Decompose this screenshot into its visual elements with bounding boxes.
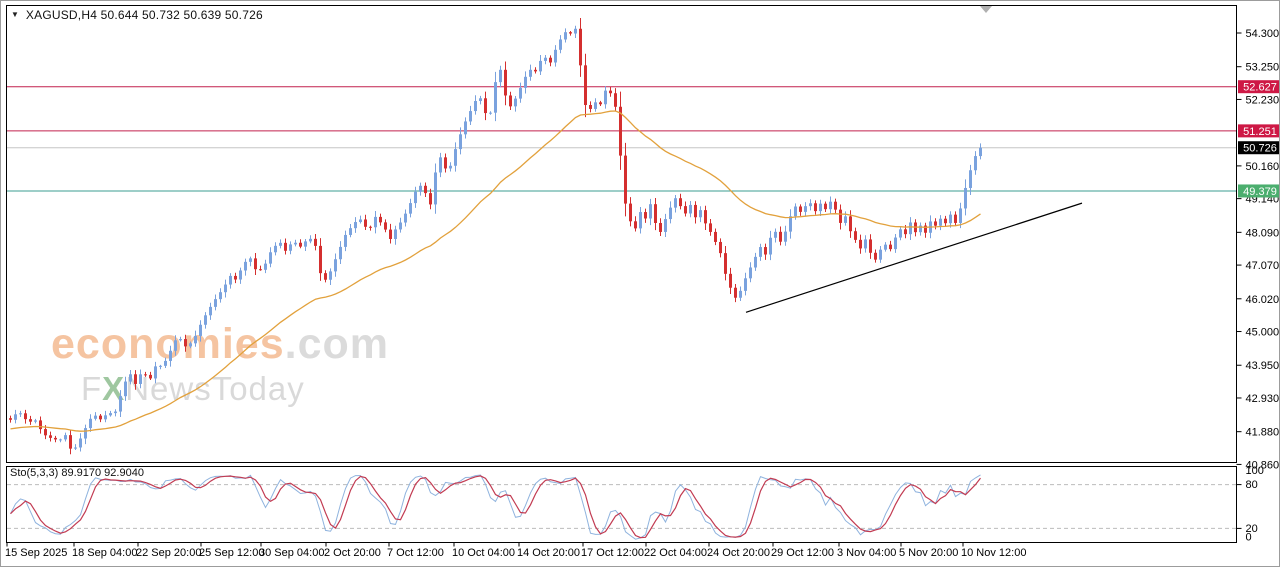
stochastic-k-line xyxy=(10,474,981,540)
svg-text:52.627: 52.627 xyxy=(1243,82,1277,94)
chart-title-row: ▼ XAGUSD,H4 50.644 50.732 50.639 50.726 xyxy=(11,8,263,22)
price-badge-50.726: 50.726 xyxy=(1238,141,1279,155)
time-axis-label: 15 Sep 2025 xyxy=(5,547,67,559)
time-axis-label: 25 Sep 12:00 xyxy=(199,547,264,559)
time-axis-label: 5 Nov 20:00 xyxy=(899,547,958,559)
price-axis-label: 43.950 xyxy=(1246,360,1280,372)
price-axis-label: 47.070 xyxy=(1246,260,1280,272)
symbol-dropdown-icon[interactable]: ▼ xyxy=(11,10,19,19)
stochastic-axis: 100 80 200 xyxy=(1236,465,1264,544)
price-axis: 54.30053.25052.23050.16049.14048.09047.0… xyxy=(1236,28,1280,471)
watermark-brand: economies.com xyxy=(51,323,389,366)
price-axis-label: 41.880 xyxy=(1246,427,1280,439)
stochastic-axis-label: 100 xyxy=(1246,465,1264,477)
moving-average-line xyxy=(10,110,981,432)
stochastic-indicator-label: Sto(5,3,3) 89.9170 92.9040 xyxy=(10,467,144,479)
time-axis-label: 18 Sep 04:00 xyxy=(72,547,137,559)
watermark-f-text: F xyxy=(81,370,103,407)
stochastic-axis-label: 0 xyxy=(1246,532,1252,544)
candlestick-series xyxy=(9,17,982,455)
svg-text:50.726: 50.726 xyxy=(1243,143,1277,155)
time-axis-label: 14 Oct 20:00 xyxy=(517,547,580,559)
svg-text:51.251: 51.251 xyxy=(1243,126,1277,138)
price-axis-label: 52.230 xyxy=(1246,94,1280,106)
time-axis-label: 22 Sep 20:00 xyxy=(136,547,201,559)
price-badge-52.627: 52.627 xyxy=(1238,80,1279,94)
time-axis-label: 10 Nov 12:00 xyxy=(961,547,1026,559)
time-axis-label: 10 Oct 04:00 xyxy=(452,547,515,559)
stochastic-d-line xyxy=(10,475,981,539)
price-axis-label: 48.090 xyxy=(1246,227,1280,239)
price-axis-label: 45.000 xyxy=(1246,327,1280,339)
chart-shift-marker-icon xyxy=(980,6,992,13)
price-axis-label: 53.250 xyxy=(1246,62,1280,74)
price-axis-label: 54.300 xyxy=(1246,28,1280,40)
ascending-trendline[interactable] xyxy=(745,202,1083,313)
watermark-x-logo: X xyxy=(102,370,126,407)
time-axis-label: 7 Oct 12:00 xyxy=(387,547,444,559)
price-axis-label: 46.020 xyxy=(1246,294,1280,306)
chart-title: XAGUSD,H4 50.644 50.732 50.639 50.726 xyxy=(25,8,263,22)
time-axis-label: 3 Nov 04:00 xyxy=(837,547,896,559)
stochastic-axis-label: 80 xyxy=(1246,479,1258,491)
price-badges: 52.627 51.251 50.726 49.379 xyxy=(1238,80,1279,198)
time-axis-label: 29 Oct 12:00 xyxy=(771,547,834,559)
stochastic-axis-label: 20 xyxy=(1246,523,1258,535)
time-axis-label: 24 Oct 20:00 xyxy=(707,547,770,559)
price-axis-label: 42.930 xyxy=(1246,393,1280,405)
price-badge-51.251: 51.251 xyxy=(1238,124,1279,138)
panel-frames xyxy=(6,5,1237,543)
price-axis-label: 50.160 xyxy=(1246,161,1280,173)
watermark-economies-text: economies xyxy=(51,320,285,368)
time-axis-label: 30 Sep 04:00 xyxy=(259,547,324,559)
time-axis-label: 2 Oct 20:00 xyxy=(324,547,381,559)
stochastic-levels xyxy=(7,484,1236,529)
price-badge-49.379: 49.379 xyxy=(1238,184,1279,198)
watermark: economies.com FXNewsToday xyxy=(51,323,389,407)
time-axis-label: 17 Oct 12:00 xyxy=(581,547,644,559)
svg-text:49.379: 49.379 xyxy=(1243,186,1277,198)
price-axis-label: 40.860 xyxy=(1246,459,1280,471)
watermark-com-text: .com xyxy=(284,320,390,368)
time-axis-label: 22 Oct 04:00 xyxy=(644,547,707,559)
